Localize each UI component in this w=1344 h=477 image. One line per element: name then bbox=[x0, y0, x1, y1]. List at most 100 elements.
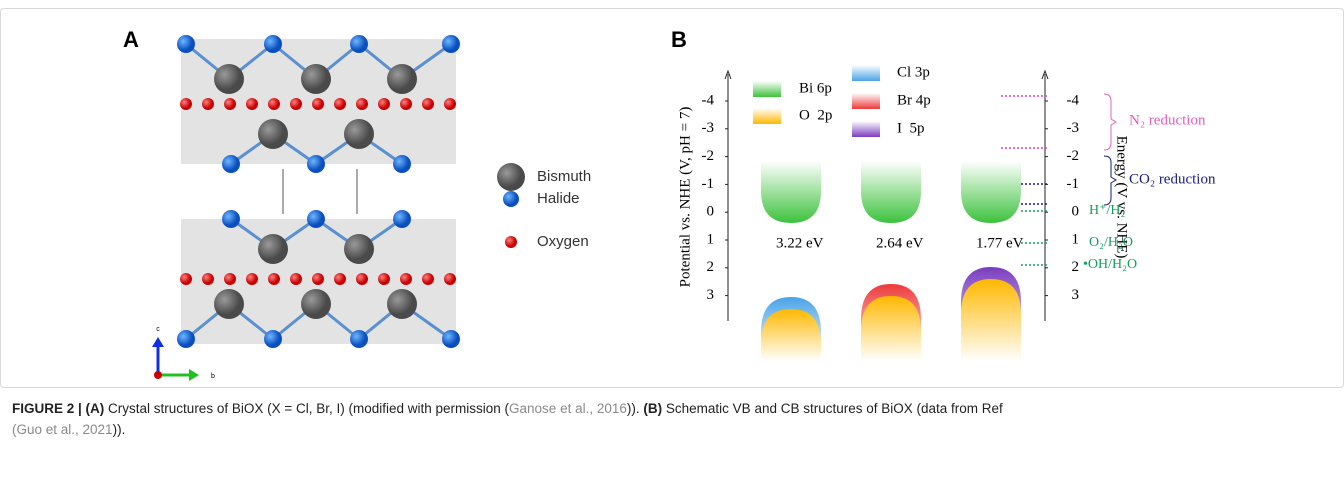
halide-atom bbox=[350, 35, 368, 53]
legend-swatch bbox=[753, 108, 781, 124]
halide-atom bbox=[393, 210, 411, 228]
tick-label: 1 bbox=[1072, 231, 1080, 247]
oxygen-atom bbox=[202, 98, 214, 110]
tick-label: 0 bbox=[1072, 204, 1080, 220]
halide-atom bbox=[350, 330, 368, 348]
tick-label: -2 bbox=[702, 148, 715, 164]
annotation: O₂/H₂O bbox=[1089, 235, 1133, 250]
valence-band-oxygen bbox=[961, 279, 1021, 361]
oxygen-atom bbox=[290, 273, 302, 285]
conduction-band bbox=[961, 161, 1021, 223]
oxygen-atom bbox=[444, 273, 456, 285]
halide-atom bbox=[307, 210, 325, 228]
halide-atom bbox=[307, 155, 325, 173]
panel-label: A bbox=[123, 27, 139, 52]
conduction-band bbox=[761, 161, 821, 223]
tick-label: 2 bbox=[707, 259, 715, 275]
bismuth-atom bbox=[258, 234, 288, 264]
tick-label: -4 bbox=[702, 92, 715, 108]
oxygen-atom bbox=[334, 273, 346, 285]
bismuth-atom bbox=[258, 119, 288, 149]
tick-label: -2 bbox=[1067, 148, 1080, 164]
band-diagram: Potential vs. NHE (V, pH = 7) Energy (V … bbox=[677, 64, 1216, 361]
axis-label: c bbox=[156, 326, 160, 333]
valence-band-oxygen bbox=[861, 296, 921, 361]
figure: A Bismuth Halide Oxygen c b B Potential … bbox=[0, 8, 1344, 388]
oxygen-atom bbox=[334, 98, 346, 110]
tick-label: 1 bbox=[707, 231, 715, 247]
left-axis-label: Potential vs. NHE (V, pH = 7) bbox=[677, 107, 693, 288]
axis-arrow bbox=[189, 369, 199, 381]
oxygen-atom bbox=[268, 98, 280, 110]
oxygen-atom bbox=[356, 98, 368, 110]
bismuth-atom bbox=[301, 64, 331, 94]
oxygen-atom bbox=[422, 98, 434, 110]
oxygen-atom bbox=[356, 273, 368, 285]
axis-arrow bbox=[152, 337, 164, 347]
oxygen-atom bbox=[422, 273, 434, 285]
legend-label: Halide bbox=[537, 190, 580, 207]
annotation: N₂ reduction bbox=[1129, 112, 1206, 128]
page: {"panel_a": {"label": "A", "legend": ["B… bbox=[0, 0, 1344, 477]
legend-label: O 2p bbox=[799, 107, 832, 123]
band-gap: 3.22 eV bbox=[776, 235, 824, 251]
halide-atom bbox=[442, 35, 460, 53]
oxygen-atom bbox=[378, 273, 390, 285]
legend-label: Br 4p bbox=[897, 92, 931, 108]
caption-text: Schematic VB and CB structures of BiOX (… bbox=[666, 401, 1003, 416]
bismuth-atom bbox=[301, 289, 331, 319]
halide-atom bbox=[264, 330, 282, 348]
legend-swatch bbox=[497, 163, 525, 191]
oxygen-atom bbox=[312, 273, 324, 285]
annotation: •OH/H₂O bbox=[1083, 257, 1137, 272]
legend-label: Bi 6p bbox=[799, 80, 832, 96]
legend-label: Cl 3p bbox=[897, 64, 930, 80]
caption-text: Crystal structures of BiOX (X = Cl, Br, … bbox=[108, 401, 509, 416]
oxygen-atom bbox=[444, 98, 456, 110]
halide-atom bbox=[177, 330, 195, 348]
oxygen-atom bbox=[224, 98, 236, 110]
bismuth-atom bbox=[344, 119, 374, 149]
tick-label: 3 bbox=[707, 287, 715, 303]
halide-atom bbox=[222, 210, 240, 228]
oxygen-atom bbox=[268, 273, 280, 285]
bismuth-atom bbox=[214, 289, 244, 319]
tick-label: -1 bbox=[702, 176, 715, 192]
oxygen-atom bbox=[400, 273, 412, 285]
oxygen-atom bbox=[400, 98, 412, 110]
legend-swatch bbox=[852, 93, 880, 109]
tick-label: -1 bbox=[1067, 176, 1080, 192]
legend-swatch bbox=[852, 65, 880, 81]
legend-label: Bismuth bbox=[537, 168, 591, 185]
caption: FIGURE 2 | (A) Crystal structures of BiO… bbox=[12, 398, 1312, 440]
oxygen-atom bbox=[180, 273, 192, 285]
tick-label: -4 bbox=[1067, 92, 1080, 108]
bismuth-atom bbox=[387, 64, 417, 94]
caption-text: )). bbox=[113, 422, 126, 437]
tick-label: 3 bbox=[1072, 287, 1080, 303]
tick-label: 2 bbox=[1072, 259, 1080, 275]
axis-label: b bbox=[211, 373, 215, 380]
tick-label: -3 bbox=[1067, 120, 1080, 136]
panel-label: B bbox=[671, 27, 687, 52]
oxygen-atom bbox=[180, 98, 192, 110]
band-gap: 1.77 eV bbox=[976, 235, 1024, 251]
annotation: H⁺/H₂ bbox=[1089, 203, 1126, 218]
legend-swatch bbox=[503, 191, 519, 207]
citation: (Guo et al., 2021 bbox=[12, 422, 113, 437]
halide-atom bbox=[222, 155, 240, 173]
oxygen-atom bbox=[246, 98, 258, 110]
caption-text: )) bbox=[627, 401, 636, 416]
oxygen-atom bbox=[378, 98, 390, 110]
crystal-structure bbox=[177, 35, 460, 348]
conduction-band bbox=[861, 161, 921, 223]
caption-label: FIGURE 2 | (A) bbox=[12, 401, 104, 416]
halide-atom bbox=[177, 35, 195, 53]
oxygen-atom bbox=[202, 273, 214, 285]
halide-atom bbox=[442, 330, 460, 348]
valence-band-oxygen bbox=[761, 309, 821, 361]
oxygen-atom bbox=[246, 273, 258, 285]
oxygen-atom bbox=[312, 98, 324, 110]
halide-atom bbox=[264, 35, 282, 53]
oxygen-atom bbox=[290, 98, 302, 110]
